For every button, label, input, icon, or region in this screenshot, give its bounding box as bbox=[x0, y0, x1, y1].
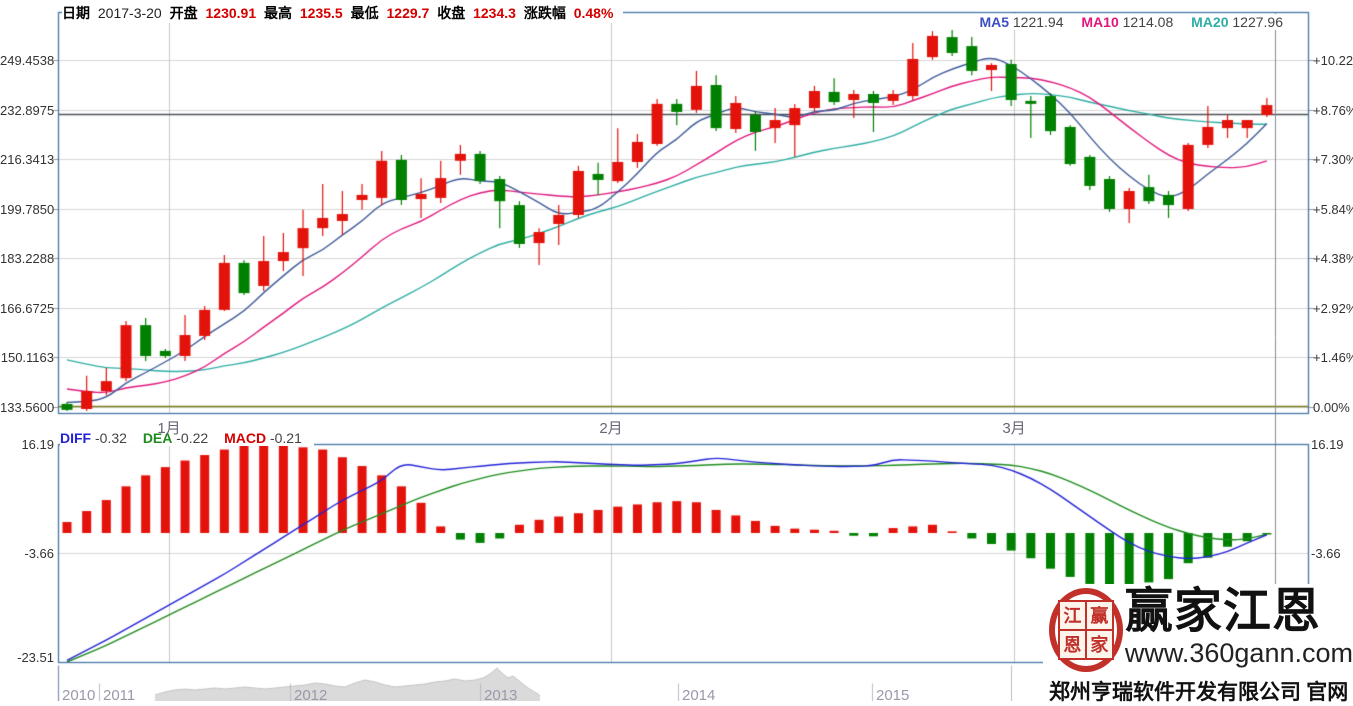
low-value: 1229.7 bbox=[386, 5, 430, 21]
brand-name: 赢家江恩 bbox=[1124, 585, 1321, 638]
ma10-label: MA10 bbox=[1081, 14, 1119, 30]
date-label: 日期 bbox=[62, 5, 90, 21]
brand-seal-icon: 江 赢 恩 家 bbox=[1049, 588, 1123, 672]
month-axis-label: 3月 bbox=[1002, 420, 1026, 437]
ohlc-info-bar: 日期 2017-3-20 开盘 1230.91 最高 1235.5 最低 122… bbox=[62, 3, 624, 23]
year-tick-label[interactable]: 2013 bbox=[484, 687, 518, 704]
macd-axis-label-right: -3.66 bbox=[1311, 546, 1341, 561]
pct-axis-label: 0.00% bbox=[1313, 400, 1350, 415]
low-label: 最低 bbox=[350, 5, 379, 21]
year-tick-label[interactable]: 2010 bbox=[62, 687, 96, 704]
brand-url[interactable]: www.360gann.com bbox=[1124, 637, 1353, 668]
pct-axis-label: +8.76% bbox=[1313, 103, 1353, 118]
price-axis-label: 232.8975 bbox=[0, 103, 55, 118]
pct-axis-label: +5.84% bbox=[1313, 202, 1353, 217]
ma10-value: 1214.08 bbox=[1122, 14, 1174, 30]
price-axis-label: 166.6725 bbox=[0, 301, 55, 316]
date-value: 2017-3-20 bbox=[97, 5, 162, 21]
price-axis-label: 150.1163 bbox=[0, 350, 54, 365]
pct-axis-label: +1.46% bbox=[1313, 350, 1353, 365]
year-tick-label[interactable]: 2011 bbox=[103, 687, 136, 704]
dea-value: -0.22 bbox=[176, 430, 209, 446]
macd-label: MACD bbox=[224, 430, 267, 446]
watermark: 江 赢 恩 家 赢家江恩 www.360gann.com 郑州亨瑞软件开发有限公… bbox=[1043, 584, 1353, 704]
diff-value: -0.32 bbox=[95, 430, 127, 446]
price-axis-label: 199.7850 bbox=[0, 202, 55, 217]
seal-char-4: 家 bbox=[1086, 631, 1112, 658]
dea-label: DEA bbox=[142, 430, 173, 446]
macd-axis-label-left: 16.19 bbox=[21, 437, 54, 452]
macd-axis-label-left: -3.66 bbox=[24, 546, 54, 561]
pct-axis-label: +7.30% bbox=[1313, 152, 1353, 167]
pct-axis-label: +4.38% bbox=[1313, 251, 1353, 266]
ma-legend: MA5 1221.94 MA10 1214.08 MA20 1227.96 bbox=[975, 14, 1287, 30]
macd-legend: DIFF -0.32 DEA -0.22 MACD -0.21 bbox=[60, 430, 314, 446]
macd-axis-label-left: -23.51 bbox=[17, 650, 54, 665]
seal-char-1: 江 bbox=[1059, 602, 1085, 629]
diff-label: DIFF bbox=[60, 430, 92, 446]
close-label: 收盘 bbox=[437, 5, 466, 21]
high-label: 最高 bbox=[264, 5, 292, 21]
open-value: 1230.91 bbox=[205, 5, 257, 21]
month-axis-label: 2月 bbox=[599, 420, 623, 437]
price-axis-label: 216.3413 bbox=[0, 152, 55, 167]
price-axis-label: 133.5600 bbox=[0, 400, 55, 415]
year-tick-label[interactable]: 2014 bbox=[682, 687, 716, 704]
pct-axis-label: +2.92% bbox=[1313, 301, 1353, 316]
high-value: 1235.5 bbox=[299, 5, 343, 21]
open-label: 开盘 bbox=[169, 5, 198, 21]
ma20-value: 1227.96 bbox=[1232, 14, 1283, 30]
close-value: 1234.3 bbox=[473, 5, 516, 21]
company-line: 郑州亨瑞软件开发有限公司 官网 bbox=[1049, 680, 1349, 704]
month-axis-label: 1月 bbox=[157, 420, 181, 437]
change-label: 涨跌幅 bbox=[523, 5, 566, 21]
seal-char-2: 赢 bbox=[1086, 602, 1112, 629]
price-axis-label: 249.4538 bbox=[0, 53, 55, 68]
ma5-label: MA5 bbox=[979, 14, 1009, 30]
change-value: 0.48% bbox=[573, 5, 614, 21]
year-tick-label[interactable]: 2015 bbox=[876, 687, 910, 704]
pct-axis-label: +10.22% bbox=[1313, 53, 1353, 68]
seal-char-3: 恩 bbox=[1059, 631, 1085, 658]
year-tick-label[interactable]: 2012 bbox=[294, 687, 328, 704]
ma20-label: MA20 bbox=[1191, 14, 1229, 30]
ma5-value: 1221.94 bbox=[1012, 14, 1064, 30]
macd-axis-label-right: 16.19 bbox=[1311, 437, 1344, 452]
macd-value: -0.21 bbox=[269, 430, 302, 446]
price-axis-label: 183.2288 bbox=[0, 251, 55, 266]
